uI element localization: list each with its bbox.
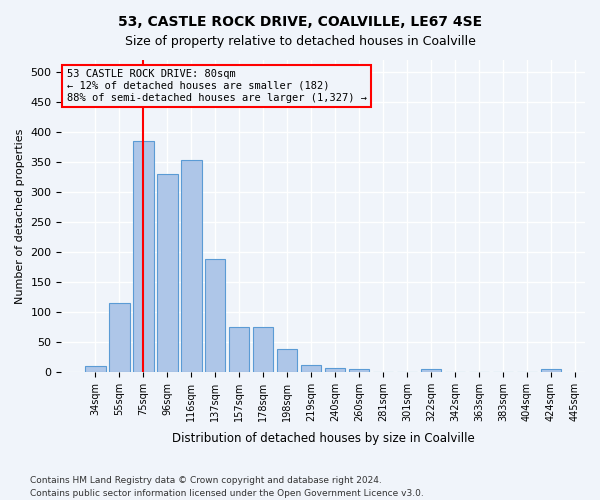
Bar <box>301 365 322 372</box>
Text: 53 CASTLE ROCK DRIVE: 80sqm
← 12% of detached houses are smaller (182)
88% of se: 53 CASTLE ROCK DRIVE: 80sqm ← 12% of det… <box>67 70 367 102</box>
Bar <box>85 366 106 372</box>
Bar <box>277 349 298 372</box>
Bar <box>157 174 178 372</box>
Text: Size of property relative to detached houses in Coalville: Size of property relative to detached ho… <box>125 35 475 48</box>
Bar <box>229 327 250 372</box>
Bar <box>181 160 202 372</box>
Bar <box>421 369 442 372</box>
Bar <box>541 369 561 372</box>
Bar <box>325 368 346 372</box>
Bar <box>205 259 226 372</box>
Bar <box>109 303 130 372</box>
Y-axis label: Number of detached properties: Number of detached properties <box>15 128 25 304</box>
Bar <box>133 141 154 372</box>
Text: Contains public sector information licensed under the Open Government Licence v3: Contains public sector information licen… <box>30 488 424 498</box>
Bar <box>349 370 370 372</box>
X-axis label: Distribution of detached houses by size in Coalville: Distribution of detached houses by size … <box>172 432 475 445</box>
Text: 53, CASTLE ROCK DRIVE, COALVILLE, LE67 4SE: 53, CASTLE ROCK DRIVE, COALVILLE, LE67 4… <box>118 15 482 29</box>
Text: Contains HM Land Registry data © Crown copyright and database right 2024.: Contains HM Land Registry data © Crown c… <box>30 476 382 485</box>
Bar <box>253 327 274 372</box>
